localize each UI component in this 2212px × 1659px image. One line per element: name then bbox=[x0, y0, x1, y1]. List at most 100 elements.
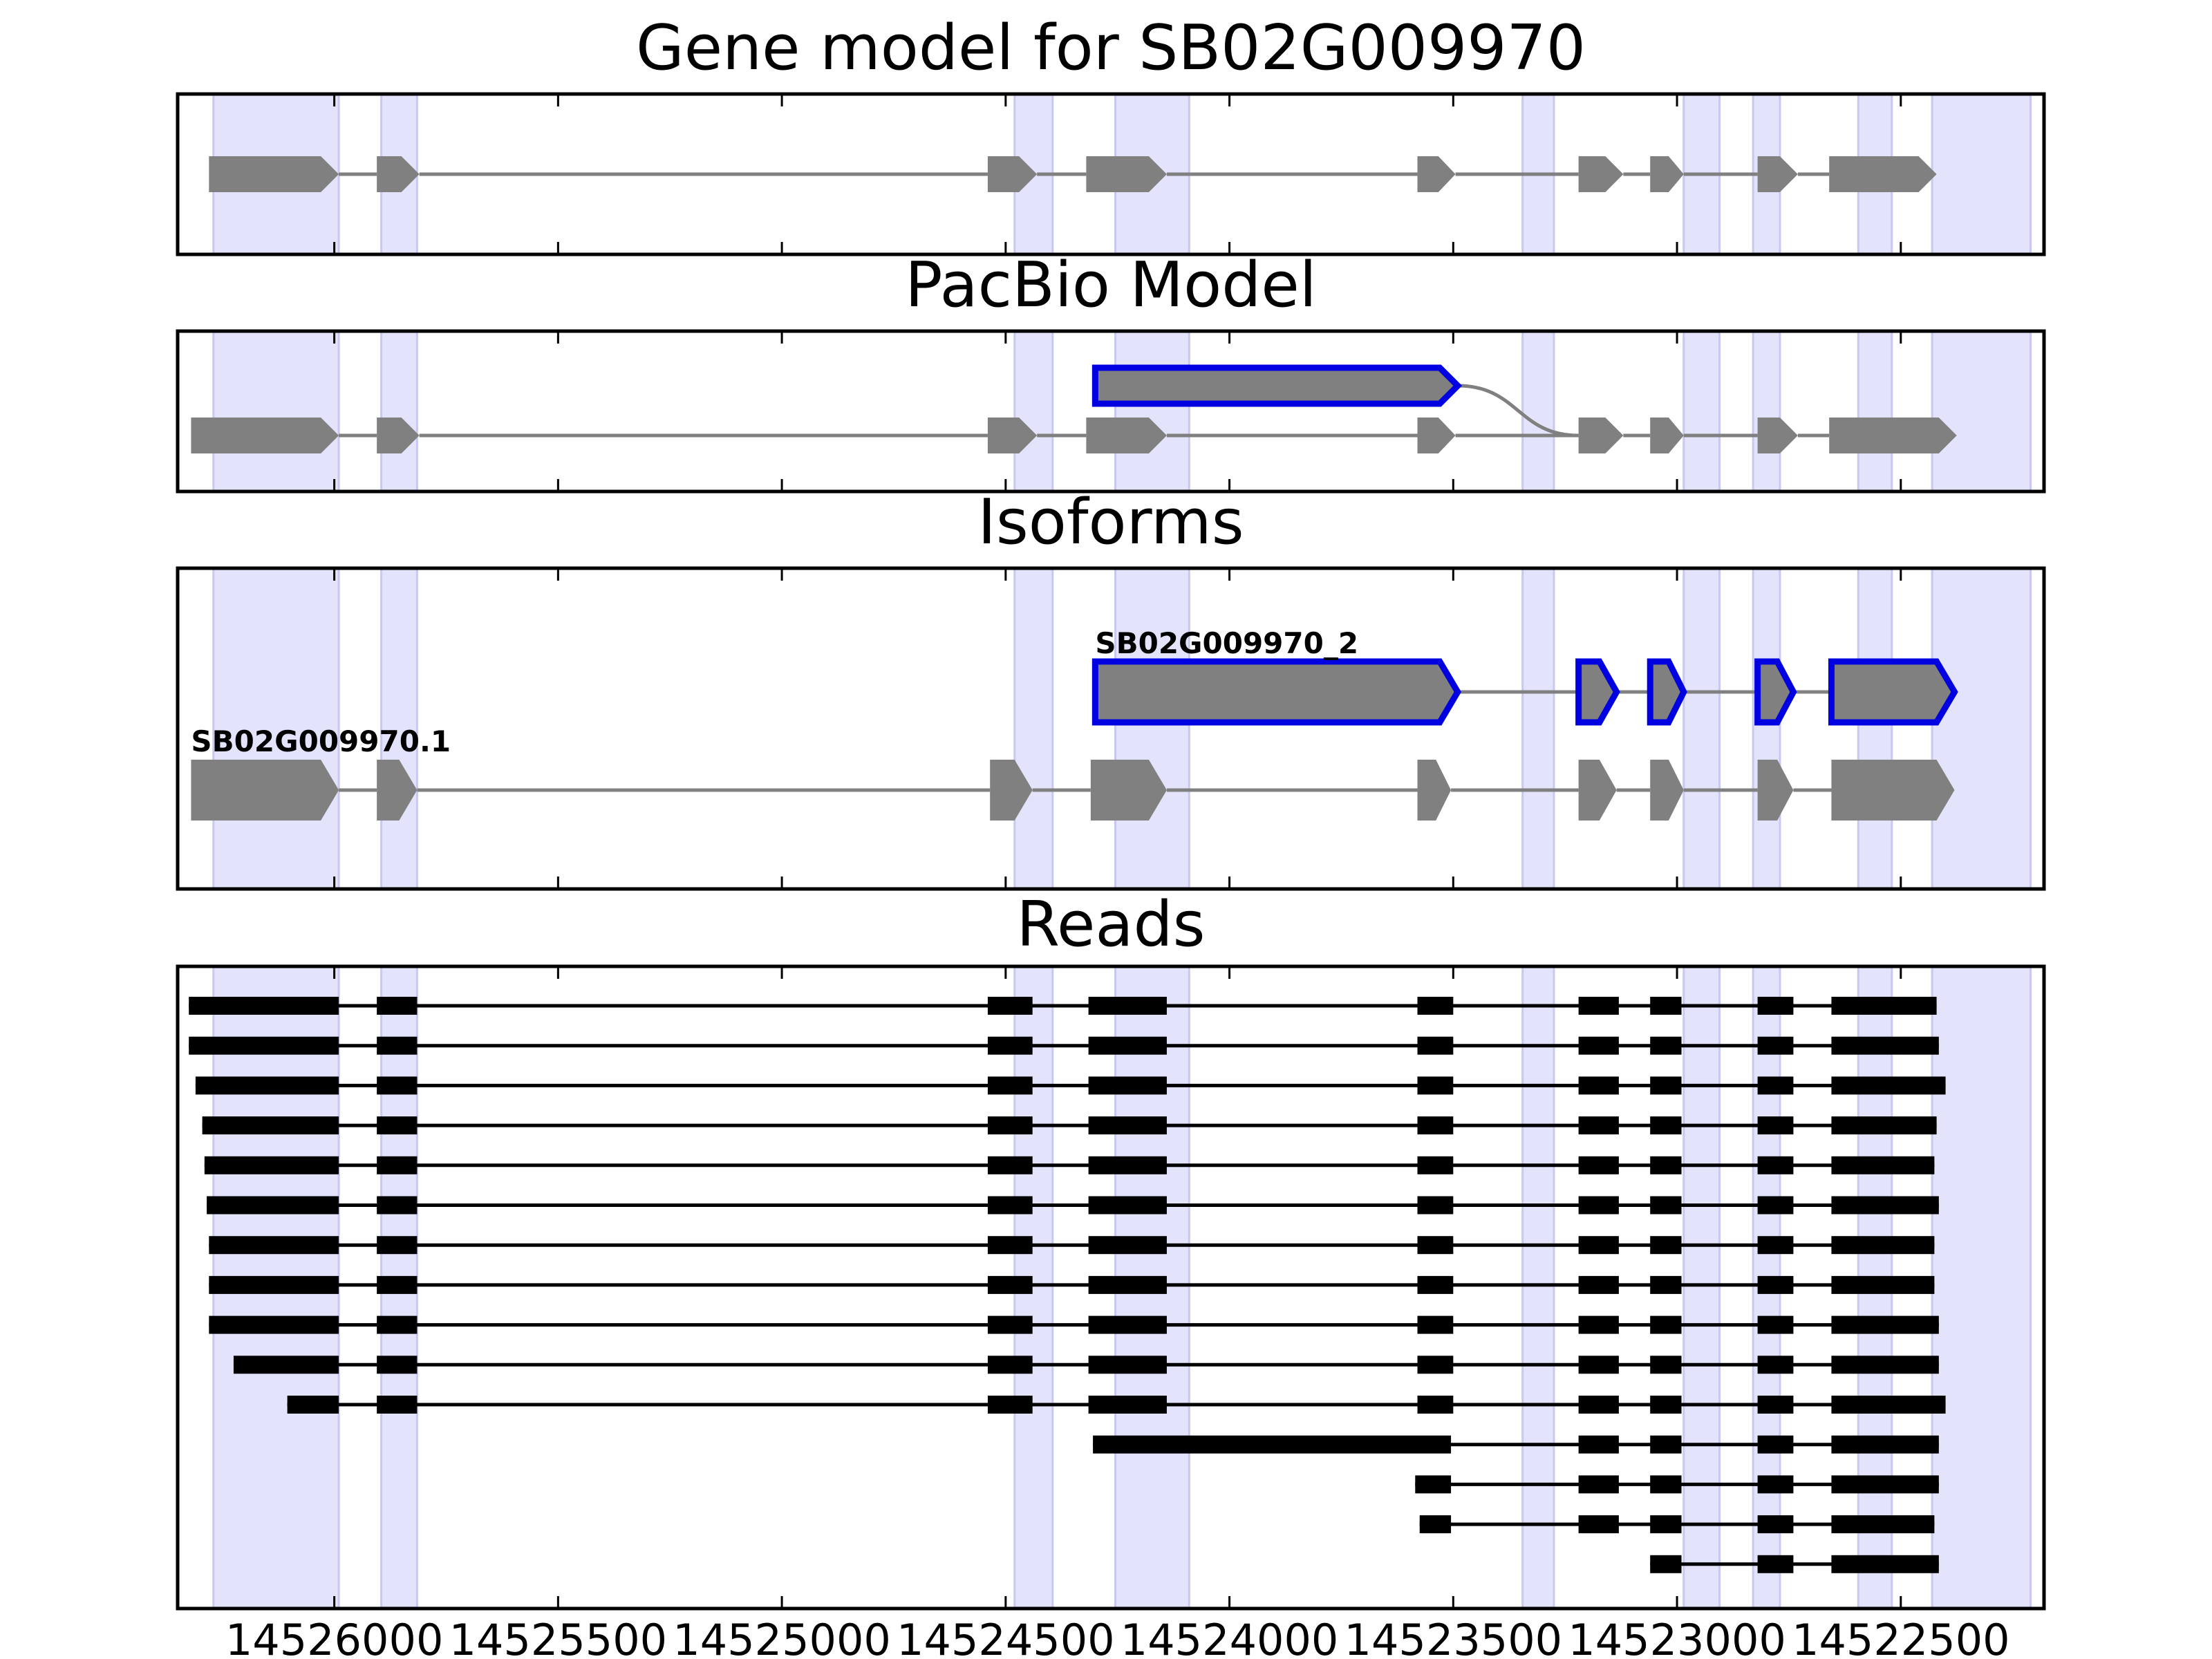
isoform-label: SB02G009970.1 bbox=[191, 724, 451, 758]
read-block bbox=[987, 1396, 1033, 1414]
read-block bbox=[1757, 1036, 1794, 1055]
read-block bbox=[1650, 1196, 1682, 1215]
exon-band bbox=[380, 567, 418, 890]
exon-band bbox=[1857, 330, 1893, 493]
exon-band bbox=[212, 567, 340, 890]
exon bbox=[1650, 760, 1684, 821]
read-block bbox=[1417, 1236, 1454, 1255]
read-block bbox=[1578, 1475, 1619, 1494]
exon-band bbox=[1752, 330, 1781, 493]
read-block bbox=[1417, 1036, 1454, 1055]
read-block bbox=[195, 1076, 339, 1095]
read-block bbox=[1757, 1236, 1794, 1255]
read-block bbox=[1650, 1435, 1682, 1454]
read-block bbox=[1831, 1156, 1935, 1174]
panel-title: Isoforms bbox=[977, 486, 1244, 559]
read-block bbox=[1650, 1275, 1682, 1294]
read-block bbox=[377, 1156, 418, 1174]
read-block bbox=[1088, 1156, 1167, 1174]
read-block bbox=[1650, 1555, 1682, 1573]
transcript: SB02G009970.1 bbox=[191, 724, 1955, 821]
read-block bbox=[1650, 1356, 1682, 1374]
exon bbox=[1417, 418, 1456, 453]
read-block bbox=[287, 1396, 339, 1414]
read-block bbox=[1757, 1356, 1794, 1374]
read-block bbox=[1088, 1356, 1167, 1374]
read bbox=[209, 1275, 1935, 1294]
x-tick-label: 14525000 bbox=[673, 1615, 891, 1659]
selected-exon bbox=[1091, 658, 1462, 726]
panel-title: Gene model for SB02G009970 bbox=[636, 12, 1586, 84]
read-block bbox=[1417, 1356, 1454, 1374]
read-block bbox=[1757, 997, 1794, 1015]
read-block bbox=[1417, 1396, 1454, 1414]
read-block bbox=[377, 1396, 418, 1414]
read-block bbox=[1093, 1435, 1452, 1454]
selected-exon bbox=[1647, 658, 1687, 726]
panel-frame bbox=[176, 566, 2046, 891]
read-block bbox=[1757, 1196, 1794, 1215]
panel-title: Reads bbox=[1016, 888, 1205, 961]
exon bbox=[1831, 760, 1955, 821]
read-block bbox=[377, 1315, 418, 1334]
read-block bbox=[1088, 1236, 1167, 1255]
read-block bbox=[1088, 1396, 1167, 1414]
x-tick-label: 14526000 bbox=[225, 1615, 444, 1659]
read-block bbox=[1650, 997, 1682, 1015]
read bbox=[204, 1156, 1935, 1174]
read-block bbox=[1831, 1116, 1937, 1135]
read-block bbox=[1578, 1435, 1619, 1454]
read-block bbox=[377, 1036, 418, 1055]
read-block bbox=[987, 1315, 1033, 1334]
panel-2: PacBio Model bbox=[176, 249, 2046, 494]
panel-frame bbox=[176, 964, 2046, 1611]
read-block bbox=[1650, 1515, 1682, 1534]
read-block bbox=[1757, 1156, 1794, 1174]
exon bbox=[1829, 156, 1937, 192]
panel-3: Isoforms SB02G009970_2 SB02G009970.1 bbox=[176, 486, 2046, 891]
read-block bbox=[1088, 997, 1167, 1015]
read-block bbox=[1757, 1076, 1794, 1095]
transcript bbox=[191, 418, 1957, 453]
exon bbox=[191, 760, 339, 821]
read-block bbox=[1831, 1555, 1939, 1573]
read-block bbox=[1088, 1196, 1167, 1215]
read-block bbox=[1419, 1515, 1452, 1534]
x-tick-label: 14523000 bbox=[1568, 1615, 1786, 1659]
exon-band bbox=[1013, 330, 1054, 493]
exon-band bbox=[1857, 567, 1893, 890]
read-block bbox=[987, 1076, 1033, 1095]
read-block bbox=[377, 1196, 418, 1215]
exon-band bbox=[1114, 330, 1190, 493]
x-tick-label: 14524000 bbox=[1121, 1615, 1339, 1659]
read-block bbox=[1831, 1196, 1939, 1215]
read-block bbox=[1831, 1236, 1935, 1255]
read-block bbox=[377, 1236, 418, 1255]
read-block bbox=[1831, 1515, 1935, 1534]
read-block bbox=[1088, 1275, 1167, 1294]
exon bbox=[1417, 760, 1452, 821]
read-block bbox=[1417, 1315, 1454, 1334]
exon bbox=[1578, 156, 1624, 192]
read-block bbox=[377, 1356, 418, 1374]
exon bbox=[1757, 156, 1798, 192]
read-block bbox=[1578, 1116, 1619, 1135]
x-tick-label: 14524500 bbox=[897, 1615, 1115, 1659]
exon bbox=[1578, 418, 1624, 453]
selected-exon bbox=[1091, 364, 1463, 407]
read-block bbox=[1831, 1315, 1939, 1334]
read-block bbox=[1578, 1076, 1619, 1095]
read-block bbox=[987, 1356, 1033, 1374]
exon-band bbox=[1931, 567, 2032, 890]
splice-join-curve bbox=[1457, 384, 1579, 438]
exon-band bbox=[1931, 965, 2032, 1610]
read bbox=[233, 1356, 1939, 1374]
read-block bbox=[987, 1196, 1033, 1215]
read-block bbox=[1650, 1236, 1682, 1255]
read-block bbox=[1578, 1196, 1619, 1215]
read-block bbox=[189, 997, 339, 1015]
read-block bbox=[1757, 1396, 1794, 1414]
read-block bbox=[1831, 1036, 1939, 1055]
